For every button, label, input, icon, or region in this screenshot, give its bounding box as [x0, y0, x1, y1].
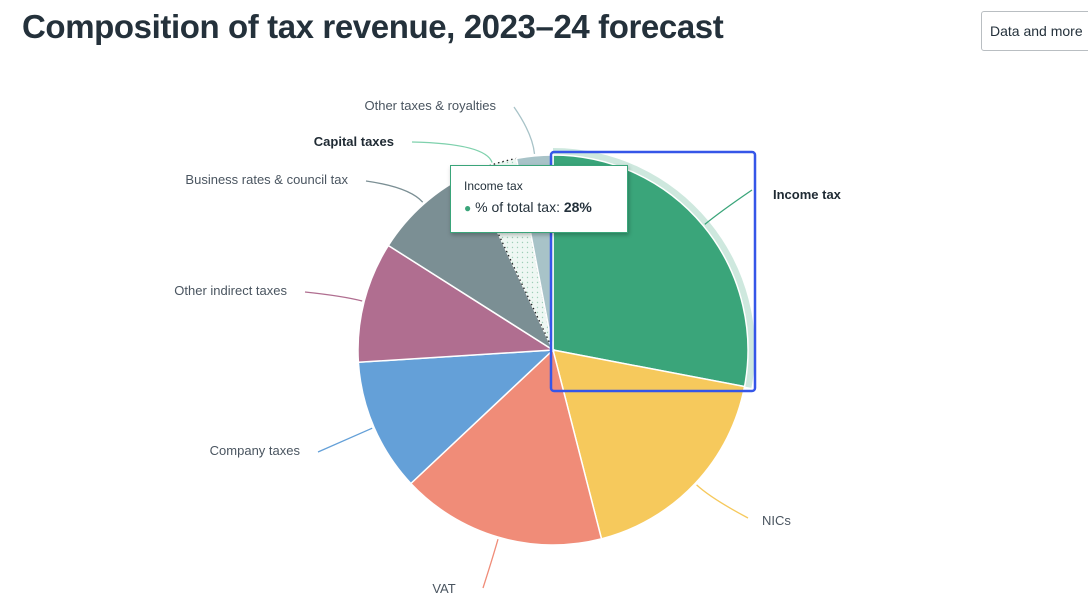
tooltip-category: Income tax	[464, 179, 523, 193]
slice-labels: Income tax NICs VAT Company taxes Other indi…	[174, 98, 841, 596]
pie-slice-nics[interactable]	[551, 349, 746, 540]
tooltip-value: 28%	[563, 199, 592, 215]
hover-overlay	[549, 150, 757, 393]
label-connectors	[304, 106, 753, 589]
chart-tooltip: Income tax ● % of total tax: 28%	[450, 165, 628, 233]
data-and-more-button[interactable]: Data and more	[981, 11, 1088, 51]
pie-slices	[357, 148, 755, 546]
slice-label-other-taxes-and-royalties: Other taxes & royalties	[365, 98, 497, 113]
chart-title: Composition of tax revenue, 2023–24 fore…	[22, 8, 724, 45]
tooltip-row: ● % of total tax: 28%	[464, 197, 627, 218]
connector-other-taxes-and-royalties	[513, 106, 536, 154]
slice-label-capital-taxes: Capital taxes	[314, 134, 394, 149]
connector-business-rates-and-council-tax	[365, 180, 424, 203]
slice-label-vat: VAT	[432, 581, 455, 596]
slice-label-other-indirect-taxes: Other indirect taxes	[174, 283, 287, 298]
tooltip-series-label: % of total tax:	[475, 199, 560, 215]
pie-slice-vat[interactable]	[409, 348, 603, 546]
slice-label-nics: NICs	[762, 513, 791, 528]
connector-company-taxes	[317, 427, 373, 453]
connector-income-tax	[704, 189, 753, 225]
pie-slice-other-indirect-taxes[interactable]	[357, 244, 556, 364]
connector-other-indirect-taxes	[304, 291, 363, 302]
connector-capital-taxes	[411, 141, 493, 163]
pie-slice-company-taxes[interactable]	[357, 349, 556, 485]
connector-nics	[696, 484, 749, 519]
slice-label-business-rates-and-council-tax: Business rates & council tax	[185, 172, 348, 187]
tooltip-series-dot-icon: ●	[464, 201, 472, 215]
slice-label-company-taxes: Company taxes	[210, 443, 301, 458]
connector-vat	[482, 539, 499, 589]
slice-label-income-tax: Income tax	[773, 187, 842, 202]
focus-outline	[549, 150, 757, 393]
